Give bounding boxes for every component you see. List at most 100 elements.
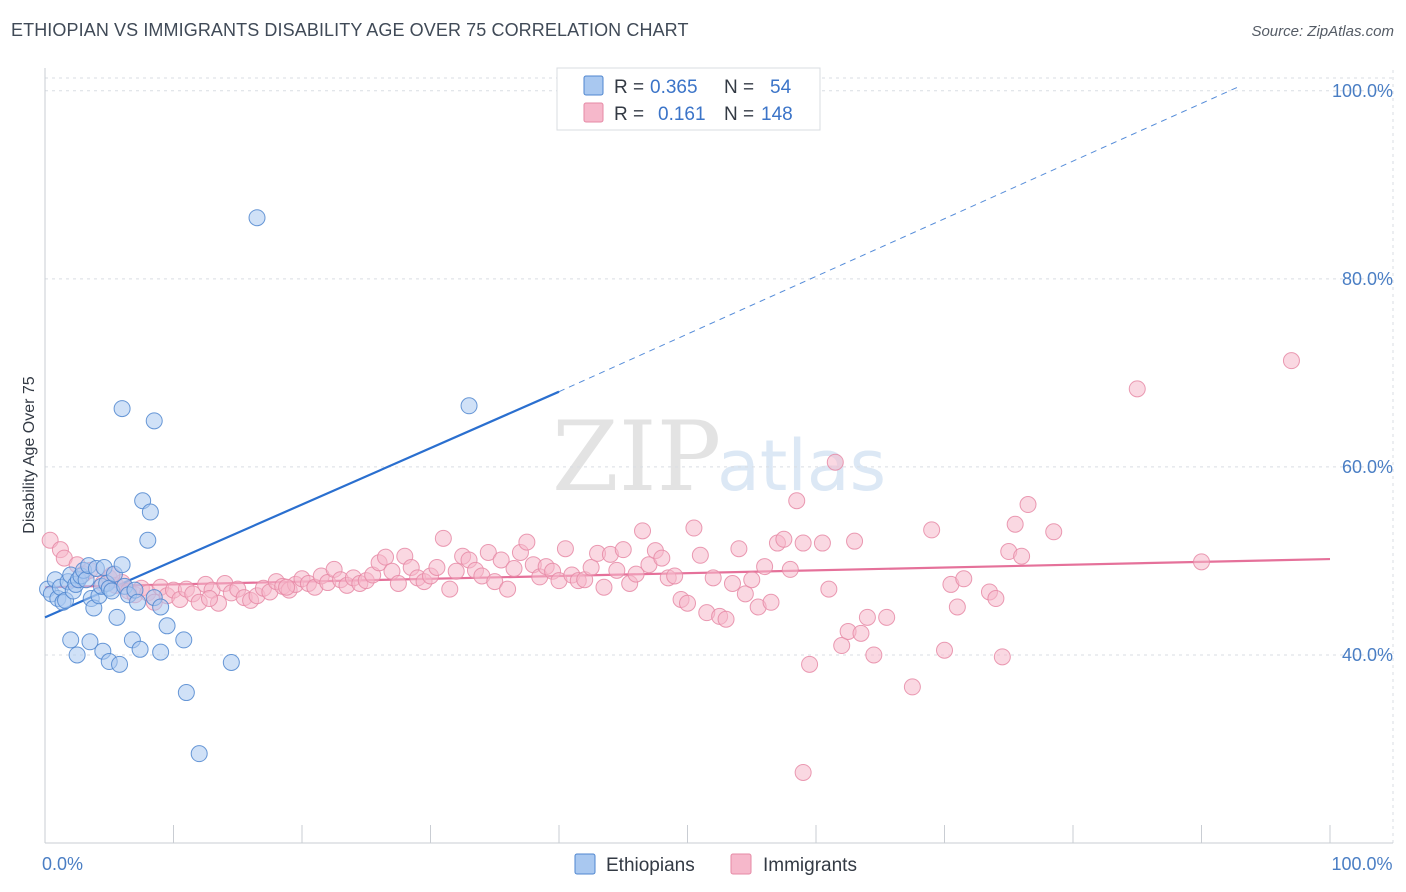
ethiopian-point — [129, 593, 147, 611]
immigrant-point — [743, 571, 761, 589]
immigrant-point — [653, 549, 671, 567]
ethiopian-point — [190, 745, 208, 763]
ethiopian-point — [113, 400, 131, 418]
immigrant-point — [582, 559, 600, 577]
immigrant-point — [936, 641, 953, 659]
immigrant-point — [608, 561, 626, 579]
immigrant-point — [679, 594, 696, 612]
immigrant-point — [505, 559, 523, 577]
immigrant-point — [788, 492, 806, 510]
immigrant-point — [1006, 515, 1024, 533]
immigrant-point — [595, 578, 613, 596]
immigrant-point — [447, 562, 465, 580]
immigrant-point — [730, 540, 748, 558]
immigrant-point — [762, 593, 780, 611]
legend-r-value-ethiopians: 0.365 — [650, 77, 698, 98]
ethiopian-point — [108, 608, 126, 626]
immigrant-point — [1019, 496, 1037, 514]
watermark-atlas: atlas — [717, 425, 886, 507]
legend-swatch-ethiopians — [583, 75, 604, 96]
ethiopian-point — [139, 531, 157, 549]
immigrant-point — [794, 534, 812, 552]
legend-n-label-ethiopians: N = — [724, 77, 754, 98]
immigrant-point — [377, 548, 395, 566]
y-tick-label: 100.0% — [1332, 81, 1393, 101]
legend-box: R = 0.365 N = 54 R = 0.161 N = 148 — [556, 67, 821, 131]
immigrant-point — [993, 648, 1011, 666]
legend-r-value-immigrants: 0.161 — [658, 104, 706, 125]
bottom-legend: Ethiopians Immigrants — [574, 853, 857, 876]
immigrant-point — [634, 522, 652, 540]
immigrant-point — [389, 574, 407, 592]
immigrant-point — [820, 580, 838, 598]
immigrant-point — [948, 598, 966, 616]
y-tick-label: 80.0% — [1342, 269, 1393, 289]
legend-n-label-immigrants: N = — [724, 104, 754, 125]
ethiopian-point — [460, 397, 478, 415]
immigrant-point — [518, 533, 536, 551]
legend-r-label-immigrants: R = — [614, 104, 644, 125]
immigrant-point — [781, 560, 799, 578]
ethiopian-point — [177, 684, 195, 702]
ethiopian-point — [141, 503, 159, 521]
immigrant-point — [499, 580, 517, 598]
bottom-legend-label-ethiopians: Ethiopians — [606, 855, 695, 876]
y-tick-label: 40.0% — [1342, 645, 1393, 665]
legend-swatch-immigrants — [583, 102, 604, 123]
bottom-legend-label-immigrants: Immigrants — [763, 855, 857, 876]
bottom-legend-swatch-immigrants — [730, 853, 752, 875]
immigrant-point — [833, 637, 851, 655]
immigrant-point — [987, 590, 1005, 608]
ethiopian-point — [248, 209, 266, 227]
legend-n-value-immigrants: 148 — [761, 104, 793, 125]
immigrant-point — [794, 763, 812, 781]
ethiopian-point — [81, 633, 99, 651]
ethiopian-point — [152, 598, 170, 616]
trend-layer — [44, 85, 1331, 619]
points-layer — [39, 209, 1300, 781]
immigrant-point — [1282, 352, 1300, 370]
immigrant-point — [627, 565, 645, 583]
legend-r-label-ethiopians: R = — [614, 77, 644, 98]
ethiopian-point — [152, 643, 170, 661]
immigrant-point — [865, 646, 883, 664]
immigrant-point — [878, 608, 896, 626]
ethiopian-point — [131, 640, 149, 658]
immigrant-point — [556, 540, 574, 558]
y-tick-label: 60.0% — [1342, 457, 1393, 477]
immigrant-point — [1045, 523, 1063, 541]
ethiopians-trend-extension — [558, 85, 1241, 393]
ethiopian-point — [111, 655, 129, 673]
immigrant-point — [826, 453, 844, 471]
immigrant-point — [813, 534, 831, 552]
legend-n-value-ethiopians: 54 — [770, 77, 792, 98]
immigrant-point — [801, 655, 819, 673]
immigrant-point — [736, 585, 754, 603]
bottom-legend-swatch-ethiopians — [574, 853, 596, 875]
immigrant-point — [704, 569, 722, 587]
ethiopian-point — [113, 556, 131, 574]
immigrant-point — [756, 558, 774, 576]
immigrant-point — [666, 567, 684, 585]
ethiopian-point — [175, 631, 193, 649]
immigrant-point — [775, 530, 793, 548]
immigrant-point — [691, 546, 709, 564]
immigrant-point — [846, 532, 864, 550]
immigrant-point — [278, 578, 296, 596]
ethiopian-point — [68, 646, 86, 664]
immigrant-point — [923, 521, 941, 539]
y-axis-label: Disability Age Over 75 — [21, 376, 38, 534]
x-tick-label: 0.0% — [42, 854, 83, 874]
ethiopian-point — [62, 631, 80, 649]
immigrant-point — [685, 519, 703, 537]
immigrant-point — [1193, 553, 1210, 571]
chart-source: Source: ZipAtlas.com — [1251, 23, 1394, 40]
immigrant-point — [486, 573, 504, 591]
immigrant-point — [614, 541, 632, 559]
ethiopians-trend-line — [44, 390, 560, 619]
immigrant-point — [723, 574, 741, 592]
ethiopian-point — [158, 617, 176, 635]
immigrant-point — [717, 610, 735, 628]
immigrant-point — [1128, 380, 1146, 398]
